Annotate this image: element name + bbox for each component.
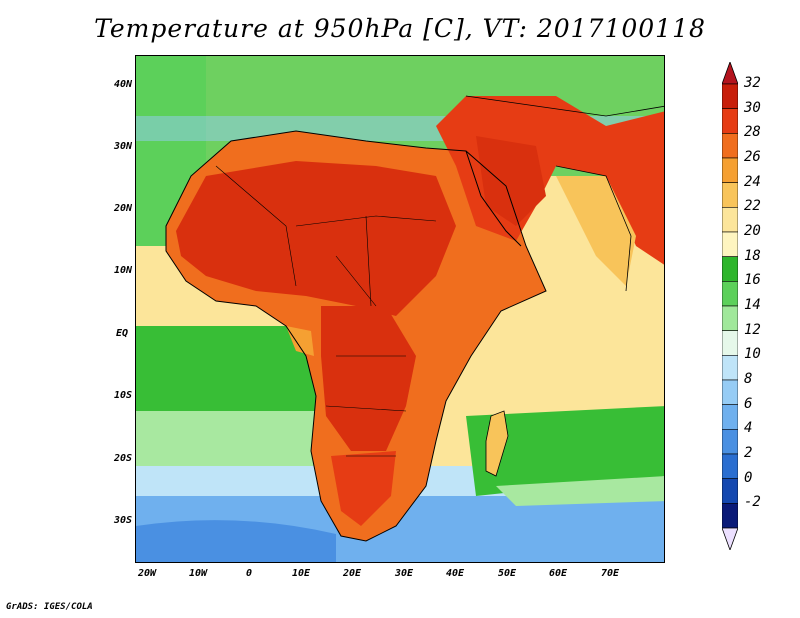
gulf-guinea-warm <box>286 326 314 356</box>
colorbar-swatch <box>722 256 738 282</box>
colorbar-label: 18 <box>744 247 761 264</box>
lon-label-40e: 40E <box>445 568 465 579</box>
colorbar-label: 24 <box>744 173 761 190</box>
colorbar-swatch <box>722 478 738 504</box>
colorbar <box>722 62 738 550</box>
lon-label-60e: 60E <box>548 568 568 579</box>
colorbar-swatch <box>722 404 738 430</box>
colorbar-swatch <box>722 281 738 307</box>
lon-label-30e: 30E <box>394 568 414 579</box>
colorbar-label: 28 <box>744 124 761 141</box>
south-atlantic-light <box>136 411 316 471</box>
colorbar-label: 30 <box>744 99 761 116</box>
lon-label-20e: 20E <box>342 568 362 579</box>
colorbar-label: 0 <box>744 469 753 486</box>
colorbar-swatch <box>722 182 738 208</box>
lat-label-20n: 20N <box>113 203 132 214</box>
south-atlantic-green <box>136 326 316 416</box>
colorbar-label: 8 <box>744 371 753 387</box>
colorbar-label: 4 <box>744 420 753 437</box>
india-warm <box>556 176 636 286</box>
deep-blue-sw <box>136 520 336 562</box>
colorbar-swatch <box>722 305 738 331</box>
colorbar-label: 6 <box>744 395 753 412</box>
colorbar-swatch <box>722 453 738 479</box>
colorbar-label: 2 <box>744 445 753 461</box>
madagascar <box>486 411 508 476</box>
red-sea-coast <box>465 150 522 247</box>
colorbar-bottom-arrow <box>722 527 738 550</box>
lat-label-eq: EQ <box>115 328 128 339</box>
lat-label-30n: 30N <box>113 141 132 152</box>
lon-label-70e: 70E <box>600 568 620 579</box>
lon-label-50e: 50E <box>497 568 517 579</box>
colorbar-label: 12 <box>744 321 761 338</box>
central-africa-hot <box>321 306 416 451</box>
arabia-hot-core <box>476 136 546 226</box>
colorbar-swatch <box>722 503 738 529</box>
africa-coastline <box>165 130 547 542</box>
lat-label-10s: 10S <box>113 390 132 401</box>
colorbar-label: 16 <box>744 272 761 289</box>
india-coast <box>555 165 632 292</box>
lat-label-30s: 30S <box>113 515 132 526</box>
colorbar-swatch <box>722 429 738 455</box>
temperature-field-map <box>136 56 664 562</box>
colorbar-swatches <box>722 62 738 550</box>
madagascar-coast <box>485 410 509 477</box>
colorbar-label: 14 <box>744 297 761 313</box>
colorbar-top-arrow <box>722 62 738 85</box>
sahara-hot-core <box>176 161 456 316</box>
middle-east-south-asia-hot <box>436 96 664 265</box>
lat-label-40n: 40N <box>113 79 132 90</box>
map-title: Temperature at 950hPa [C], VT: 201710011… <box>94 14 706 43</box>
indian-ocean-green <box>466 406 664 496</box>
colorbar-label: -2 <box>744 494 761 511</box>
lon-label-10e: 10E <box>291 568 311 579</box>
lat-label-20s: 20S <box>113 453 132 464</box>
colorbar-label: 22 <box>744 198 761 215</box>
colorbar-label: 10 <box>744 346 761 363</box>
grads-credit: GrADS: IGES/COLA <box>6 602 93 612</box>
colorbar-label: 32 <box>744 75 761 91</box>
colorbar-label: 20 <box>744 223 761 239</box>
colorbar-swatch <box>722 379 738 405</box>
lon-label-0: 0 <box>245 568 253 579</box>
colorbar-label: 26 <box>744 149 761 165</box>
lon-label-20w: 20W <box>137 568 157 579</box>
colorbar-swatch <box>722 133 738 159</box>
colorbar-swatch <box>722 207 738 233</box>
country-borders <box>215 165 437 457</box>
southern-africa-hot <box>331 451 396 526</box>
lon-label-10w: 10W <box>188 568 208 579</box>
lat-label-10n: 10N <box>113 265 132 276</box>
colorbar-swatch <box>722 157 738 183</box>
map-plot-area <box>135 55 665 563</box>
colorbar-swatch <box>722 231 738 257</box>
indian-ocean-lightgreen <box>496 476 664 506</box>
colorbar-swatch <box>722 108 738 134</box>
colorbar-swatch <box>722 83 738 109</box>
colorbar-swatch <box>722 330 738 356</box>
north-coastline <box>465 95 664 117</box>
colorbar-swatch <box>722 355 738 381</box>
